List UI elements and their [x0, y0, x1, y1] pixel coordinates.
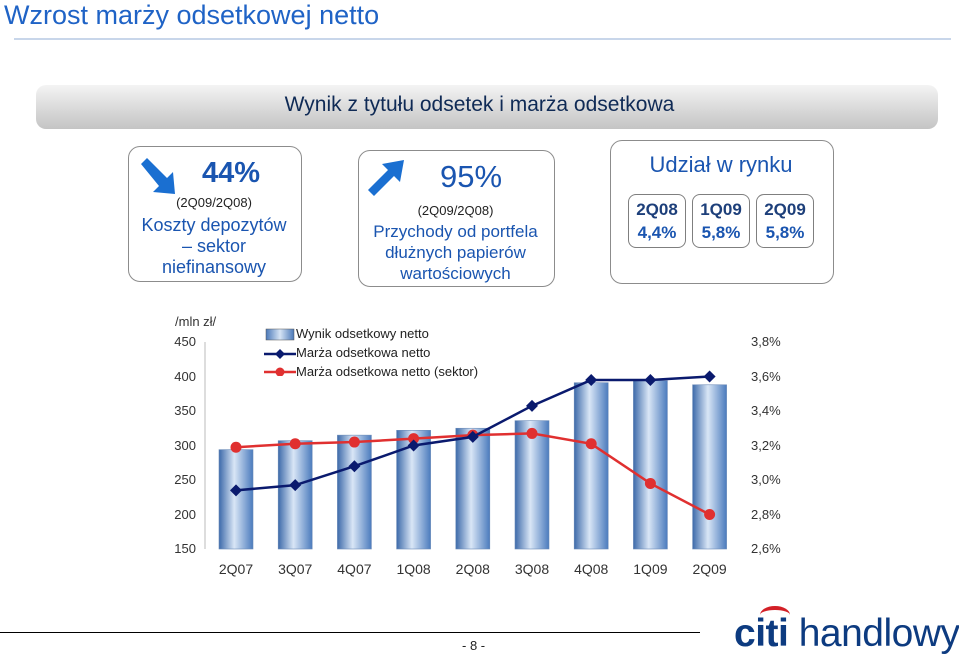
bar-2Q09 — [692, 384, 727, 550]
kpi-securities-period: (2Q09/2Q08) — [417, 203, 494, 218]
x-tick-label: 1Q08 — [396, 561, 431, 577]
kpi-deposits-label-2: – sektor — [181, 236, 247, 256]
point-margin-3Q08 — [526, 399, 538, 412]
bar-2Q08 — [455, 427, 491, 550]
y-left-tick-label: 150 — [174, 541, 196, 556]
point-margin-1Q08 — [407, 439, 420, 452]
y-right-tick-label: 3,8% — [751, 334, 781, 349]
y-right-tick-label: 2,8% — [751, 506, 781, 522]
legend-label-margin: Marża odsetkowa netto — [296, 345, 431, 360]
legend-bar-swatch — [265, 328, 295, 341]
logo-handlowy-text: handlowy — [798, 612, 959, 655]
point-sector-3Q07 — [289, 438, 301, 450]
company-logo: citi handlowy — [734, 612, 959, 656]
page-number: - 8 - — [462, 638, 486, 653]
market-share-2q08: 2Q08 4,4% — [628, 194, 686, 248]
bar-4Q07 — [337, 434, 372, 550]
point-margin-2Q08 — [466, 430, 479, 443]
x-tick-label: 3Q07 — [278, 561, 313, 577]
section-banner-title: Wynik z tytułu odsetek i marża odsetkowa — [284, 93, 675, 116]
kpi-securities-label-2: dłużnych papierów — [385, 243, 526, 262]
market-share-value: 5,8% — [765, 223, 805, 242]
point-margin-1Q09 — [644, 373, 657, 386]
y-left-tick-label: 300 — [174, 437, 196, 453]
x-tick-label: 1Q09 — [633, 561, 668, 577]
kpi-box-deposits — [128, 146, 302, 282]
arrow-up-right-icon — [368, 160, 404, 196]
market-share-period: 2Q08 — [636, 200, 678, 219]
y-left-tick-label: 450 — [174, 334, 196, 349]
y-axis-unit-label: /mln zł/ — [175, 314, 217, 329]
market-share-value: 5,8% — [701, 223, 741, 242]
y-left-tick-label: 200 — [174, 506, 196, 522]
market-share-period: 2Q09 — [764, 200, 806, 219]
section-banner — [36, 85, 938, 129]
kpi-securities-label-1: Przychody od portfela — [373, 222, 538, 241]
kpi-deposits-label-1: Koszty depozytów — [141, 215, 287, 235]
page-title: Wzrost marży odsetkowej netto — [4, 0, 380, 30]
point-sector-4Q08 — [585, 438, 597, 450]
point-margin-2Q09 — [703, 370, 716, 383]
x-tick-label: 2Q08 — [455, 561, 490, 577]
market-share-2q09: 2Q09 5,8% — [756, 194, 814, 248]
y-left-tick-label: 400 — [174, 368, 196, 384]
kpi-deposits-label-3: niefinansowy — [161, 257, 267, 277]
kpi-deposits-value: 44% — [201, 157, 261, 189]
citi-arc-logo-mark — [760, 606, 790, 624]
arrow-down-right-icon — [141, 158, 175, 194]
market-share-1q09: 1Q09 5,8% — [692, 194, 750, 248]
kpi-deposits-period: (2Q09/2Q08) — [176, 195, 252, 210]
market-share-value: 4,4% — [637, 223, 677, 242]
x-tick-label: 3Q08 — [514, 561, 550, 577]
x-tick-label: 4Q08 — [574, 561, 609, 577]
point-margin-2Q07 — [230, 484, 242, 497]
y-right-tick-label: 3,4% — [751, 403, 781, 418]
kpi-securities-value: 95% — [439, 159, 503, 194]
market-share-title: Udział w rynku — [649, 152, 793, 177]
x-tick-label: 4Q07 — [337, 561, 372, 577]
point-sector-3Q08 — [526, 427, 538, 439]
market-share-period: 1Q09 — [700, 200, 742, 219]
point-sector-1Q09 — [644, 477, 656, 489]
legend-label-income: Wynik odsetkowy netto — [296, 326, 429, 341]
title-divider — [14, 38, 951, 40]
y-left-tick-label: 350 — [174, 403, 196, 418]
point-sector-2Q09 — [704, 509, 716, 520]
chart-legend-symbols — [264, 328, 296, 376]
legend-label-sector-margin: Marża odsetkowa netto (sektor) — [296, 364, 479, 379]
x-tick-label: 2Q09 — [692, 561, 727, 577]
kpi-securities-label-3: wartościowych — [400, 264, 511, 283]
point-margin-4Q07 — [348, 460, 361, 473]
point-margin-4Q08 — [585, 373, 598, 386]
y-right-tick-label: 2,6% — [751, 541, 781, 556]
logo-citi-text: citi — [734, 612, 789, 655]
footer-divider — [0, 632, 700, 633]
point-sector-2Q07 — [230, 441, 242, 453]
bar-4Q08 — [573, 382, 609, 550]
y-right-tick-label: 3,2% — [751, 437, 781, 453]
bar-3Q07 — [277, 440, 313, 550]
y-right-tick-label: 3,0% — [751, 472, 781, 487]
point-sector-1Q08 — [408, 433, 420, 445]
y-left-tick-label: 250 — [174, 472, 196, 487]
bar-2Q07 — [218, 449, 254, 550]
point-sector-4Q07 — [348, 436, 360, 448]
point-margin-3Q07 — [289, 479, 302, 492]
x-tick-label: 2Q07 — [218, 561, 254, 577]
bar-3Q08 — [514, 420, 550, 550]
bar-1Q09 — [633, 380, 668, 550]
y-right-tick-label: 3,6% — [751, 368, 781, 384]
